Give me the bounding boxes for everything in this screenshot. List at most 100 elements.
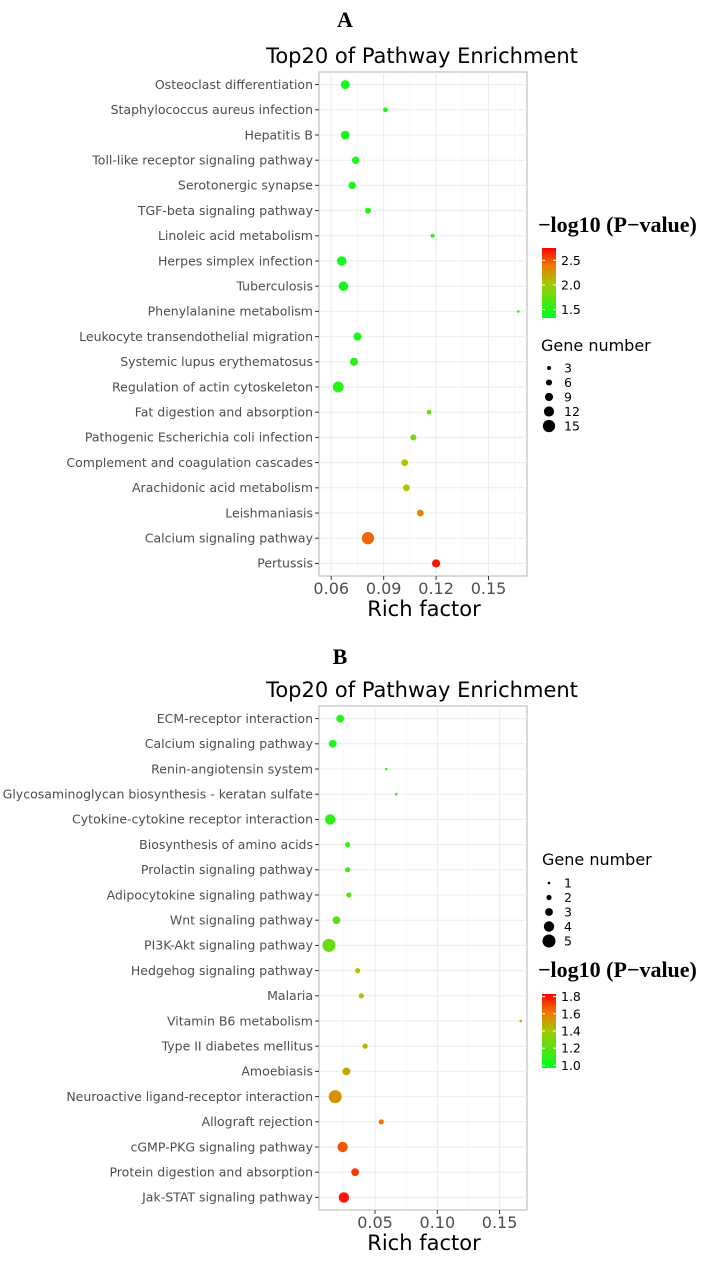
color-legend-bar <box>542 994 556 1068</box>
plot-area <box>318 71 528 577</box>
category-label: Serotonergic synapse <box>178 178 313 193</box>
category-label: Hepatitis B <box>245 127 314 142</box>
category-label: ECM-receptor interaction <box>157 711 313 726</box>
size-legend-label: 9 <box>564 390 572 405</box>
data-point <box>355 968 361 974</box>
data-point <box>364 207 371 214</box>
data-point <box>325 814 336 825</box>
category-label: Linoleic acid metabolism <box>158 228 313 243</box>
category-label: Pathogenic Escherichia coli infection <box>85 430 313 445</box>
data-point <box>332 916 341 925</box>
color-legend-label: 1.5 <box>561 302 581 317</box>
category-label: Regulation of actin cytoskeleton <box>112 379 313 394</box>
size-legend-dot <box>546 894 552 901</box>
size-legend-dot <box>547 881 551 885</box>
size-legend-dot <box>542 934 556 948</box>
data-point <box>351 156 360 164</box>
panel-letter-b: B <box>333 644 348 669</box>
category-label: Type II diabetes mellitus <box>161 1039 313 1054</box>
color-legend-label: 1.0 <box>561 1058 581 1073</box>
size-legend-label: 5 <box>564 934 572 949</box>
category-label: Biosynthesis of amino acids <box>139 837 313 852</box>
x-tick-label: 0.15 <box>482 1213 518 1232</box>
category-label: Cytokine-cytokine receptor interaction <box>72 812 313 827</box>
data-point <box>516 310 520 313</box>
size-legend-title-b: Gene number <box>542 850 652 869</box>
data-point <box>342 1067 351 1076</box>
panel-letter-a: A <box>337 7 353 32</box>
category-label: Malaria <box>267 988 313 1003</box>
color-legend-label: 2.0 <box>561 277 581 292</box>
category-label: Protein digestion and absorption <box>109 1165 313 1180</box>
data-point <box>351 1168 360 1177</box>
size-legend-dot <box>543 406 555 417</box>
category-label: Allograft rejection <box>202 1114 313 1129</box>
chart-panel-b: 0.05 0.10 0.15 ECM-receptor interaction Calc… <box>3 705 581 1232</box>
category-label: Staphylococcus aureus infection <box>111 102 313 117</box>
data-point <box>337 1141 348 1153</box>
data-point <box>361 532 375 545</box>
category-label: Toll-like receptor signaling pathway <box>91 153 313 168</box>
data-point <box>338 281 349 291</box>
color-legend-title-b: −log10 (P−value) <box>538 957 697 982</box>
data-point <box>410 434 417 441</box>
data-point <box>348 181 356 190</box>
data-point <box>384 767 388 771</box>
data-point <box>362 1043 368 1049</box>
data-point <box>340 130 350 140</box>
color-legend-bar <box>542 248 556 318</box>
size-legend-label: 12 <box>564 404 580 419</box>
data-point <box>338 1192 350 1203</box>
data-point <box>401 459 409 466</box>
size-legend-label: 4 <box>564 919 572 934</box>
x-axis-title-b: Rich factor <box>367 1231 481 1255</box>
category-label: Phenylalanine metabolism <box>148 304 313 319</box>
category-label: Calcium signaling pathway <box>145 736 314 751</box>
data-point <box>378 1119 384 1125</box>
size-legend-title-a: Gene number <box>541 336 651 355</box>
size-legend-dot <box>544 392 554 402</box>
size-legend-label: 3 <box>564 361 572 376</box>
category-label: Glycosaminoglycan biosynthesis - keratan… <box>3 787 314 802</box>
category-label: Calcium signaling pathway <box>145 531 314 546</box>
color-legend-label: 2.5 <box>561 253 581 268</box>
chart-title-b: Top20 of Pathway Enrichment <box>265 678 578 702</box>
category-label: Adipocytokine signaling pathway <box>107 887 314 902</box>
color-legend-label: 1.2 <box>561 1041 581 1056</box>
category-label: Arachidonic acid metabolism <box>132 480 313 495</box>
size-legend-dot <box>545 908 553 916</box>
color-legend-label: 1.6 <box>561 1006 581 1021</box>
category-label: Prolactin signaling pathway <box>141 862 314 877</box>
data-point <box>346 892 352 898</box>
data-point <box>336 256 347 266</box>
size-legend-label: 6 <box>564 375 572 390</box>
x-tick-label: 0.12 <box>418 579 454 598</box>
category-label: Leishmaniasis <box>225 505 313 520</box>
size-legend-dot <box>545 379 553 386</box>
data-point <box>358 993 364 999</box>
category-label: Jak-STAT signaling pathway <box>141 1190 313 1205</box>
category-label: Fat digestion and absorption <box>135 405 313 420</box>
data-point <box>430 233 435 238</box>
size-legend-label: 1 <box>564 876 572 891</box>
color-legend-title-a: −log10 (P−value) <box>538 212 697 237</box>
x-axis-title-a: Rich factor <box>367 597 481 621</box>
size-legend-label: 3 <box>564 905 572 920</box>
data-point <box>336 714 345 723</box>
plot-area <box>318 705 528 1211</box>
data-point <box>416 509 424 517</box>
data-point <box>353 332 362 341</box>
category-label: Wnt signaling pathway <box>170 913 314 928</box>
category-label: Amoebiasis <box>241 1064 313 1079</box>
data-point <box>328 1090 342 1104</box>
category-label: Hedgehog signaling pathway <box>131 963 314 978</box>
data-point <box>349 357 359 366</box>
category-label: Renin-angiotensin system <box>151 761 313 776</box>
color-legend-label: 1.8 <box>561 989 581 1004</box>
chart-title-a: Top20 of Pathway Enrichment <box>265 44 578 68</box>
size-legend-dot <box>547 366 551 370</box>
x-tick-label: 0.06 <box>313 579 349 598</box>
category-label: cGMP-PKG signaling pathway <box>131 1139 314 1154</box>
